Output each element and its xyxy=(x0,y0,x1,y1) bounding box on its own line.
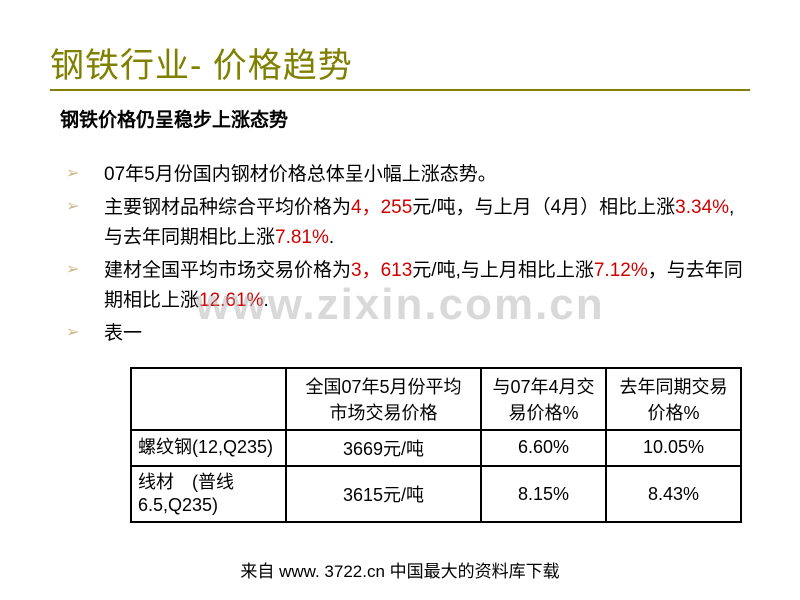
table-cell: 螺纹钢(12,Q235) xyxy=(131,430,286,466)
price-table: 全国07年5月份平均市场交易价格 与07年4月交易价格% 去年同期交易价格% 螺… xyxy=(130,367,742,524)
table-cell: 10.05% xyxy=(606,430,741,466)
highlight-value: 7.81% xyxy=(275,227,329,248)
highlight-value: 12.61% xyxy=(199,290,263,311)
bullet-item: 07年5月份国内钢材价格总体呈小幅上涨态势。 xyxy=(60,160,750,189)
bullet-text: . xyxy=(263,290,268,311)
page-title: 钢铁行业- 价格趋势 xyxy=(50,38,750,87)
title-block: 钢铁行业- 价格趋势 xyxy=(50,38,750,91)
bullet-item: 建材全国平均市场交易价格为3，613元/吨,与上月相比上涨7.12%，与去年同期… xyxy=(60,256,750,315)
table-cell: 8.43% xyxy=(606,466,741,523)
table-cell: 3615元/吨 xyxy=(286,466,481,523)
slide: 钢铁行业- 价格趋势 钢铁价格仍呈稳步上涨态势 07年5月份国内钢材价格总体呈小… xyxy=(0,0,800,543)
subtitle: 钢铁价格仍呈稳步上涨态势 xyxy=(60,105,750,132)
bullet-text: 建材全国平均市场交易价格为 xyxy=(104,260,351,281)
bullet-text: 主要钢材品种综合平均价格为 xyxy=(104,197,351,218)
table-cell: 线材 (普线6.5,Q235) xyxy=(131,466,286,523)
table-cell: 3669元/吨 xyxy=(286,430,481,466)
price-table-wrap: 全国07年5月份平均市场交易价格 与07年4月交易价格% 去年同期交易价格% 螺… xyxy=(130,367,750,524)
table-header: 去年同期交易价格% xyxy=(606,368,741,430)
highlight-value: 4，255 xyxy=(351,197,412,218)
table-header-row: 全国07年5月份平均市场交易价格 与07年4月交易价格% 去年同期交易价格% xyxy=(131,368,741,430)
highlight-value: 7.12% xyxy=(594,260,648,281)
bullet-list: 07年5月份国内钢材价格总体呈小幅上涨态势。 主要钢材品种综合平均价格为4，25… xyxy=(60,160,750,349)
footer-text: 来自 www. 3722.cn 中国最大的资料库下载 xyxy=(0,557,800,582)
bullet-item: 表一 xyxy=(60,319,750,348)
bullet-text: 元/吨，与上月（4月）相比上涨 xyxy=(412,197,675,218)
bullet-text: . xyxy=(329,227,334,248)
bullet-text: 表一 xyxy=(104,323,142,344)
title-rule xyxy=(50,89,750,91)
highlight-value: 3，613 xyxy=(351,260,412,281)
table-cell: 8.15% xyxy=(481,466,606,523)
bullet-item: 主要钢材品种综合平均价格为4，255元/吨，与上月（4月）相比上涨3.34%,与… xyxy=(60,193,750,252)
table-header: 与07年4月交易价格% xyxy=(481,368,606,430)
highlight-value: 3.34% xyxy=(675,197,729,218)
bullet-text: 07年5月份国内钢材价格总体呈小幅上涨态势。 xyxy=(104,164,497,185)
table-row: 螺纹钢(12,Q235) 3669元/吨 6.60% 10.05% xyxy=(131,430,741,466)
table-cell: 6.60% xyxy=(481,430,606,466)
table-header xyxy=(131,368,286,430)
bullet-text: 元/吨,与上月相比上涨 xyxy=(412,260,594,281)
table-header: 全国07年5月份平均市场交易价格 xyxy=(286,368,481,430)
table-row: 线材 (普线6.5,Q235) 3615元/吨 8.15% 8.43% xyxy=(131,466,741,523)
